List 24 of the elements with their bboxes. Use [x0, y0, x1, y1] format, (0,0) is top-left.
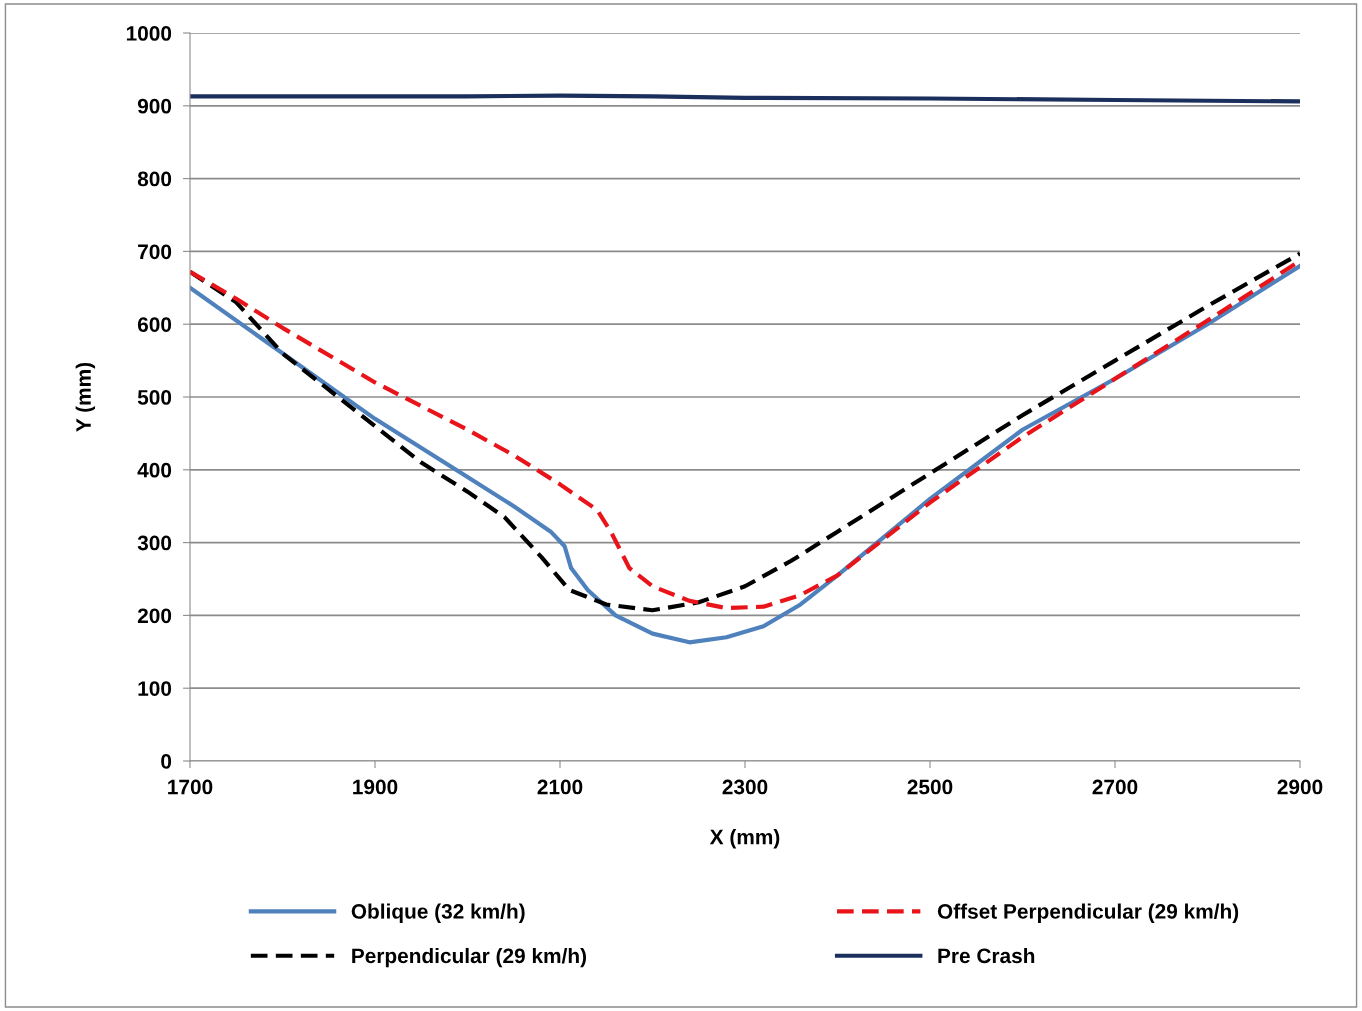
y-tick-label: 300 — [137, 535, 172, 551]
y-tick-label: 0 — [161, 754, 172, 769]
legend-label: Offset Perpendicular (29 km/h) — [937, 903, 1239, 923]
x-tick-label: 1700 — [168, 779, 213, 795]
y-tick-label: 200 — [137, 608, 172, 624]
x-tick-label: 2100 — [537, 779, 583, 795]
y-tick-label: 800 — [137, 171, 172, 187]
x-tick-label: 2700 — [1092, 779, 1138, 795]
legend-label: Oblique (32 km/h) — [351, 903, 525, 923]
x-tick-label: 2300 — [722, 779, 768, 795]
y-tick-label: 600 — [137, 317, 172, 332]
y-tick-label: 700 — [138, 244, 172, 260]
y-tick-label: 100 — [138, 681, 172, 696]
y-tick-label: 900 — [137, 98, 172, 114]
y-tick-label: 1000 — [126, 26, 172, 41]
x-tick-label: 2500 — [907, 779, 953, 795]
x-axis-title: X (mm) — [709, 829, 780, 849]
x-tick-label: 2900 — [1277, 779, 1323, 795]
legend-label: Perpendicular (29 km/h) — [352, 947, 586, 968]
legend-label: Pre Crash — [938, 947, 1035, 964]
y-tick-label: 500 — [137, 390, 172, 405]
y-axis-title: Y (mm) — [75, 362, 96, 432]
y-tick-label: 400 — [137, 462, 172, 478]
x-tick-label: 1900 — [353, 779, 398, 795]
